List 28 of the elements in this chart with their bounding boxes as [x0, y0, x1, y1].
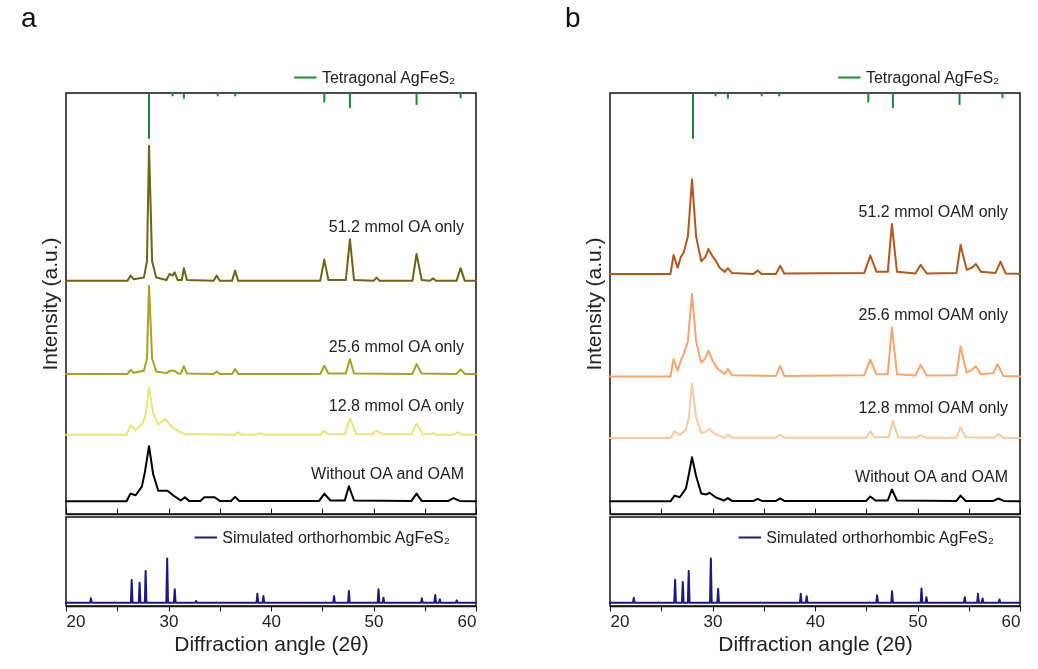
series-label: 51.2 mmol OA only	[328, 218, 464, 236]
x-tick-label: 30	[159, 611, 179, 631]
x-tick-label: 40	[806, 611, 825, 631]
x-tick-label: 60	[457, 611, 477, 631]
legend-label: Simulated orthorhombic AgFeS₂	[222, 528, 450, 546]
x-tick-label: 30	[703, 611, 723, 631]
x-tick-label: 50	[908, 611, 928, 631]
chart-title: a	[21, 2, 37, 33]
x-tick-label: 20	[610, 611, 630, 631]
y-axis-title: Intensity (a.u.)	[581, 237, 605, 371]
x-tick-label: 20	[66, 611, 86, 631]
x-axis-title: Diffraction angle (2θ)	[718, 631, 913, 655]
legend-label: Tetragonal AgFeS₂	[865, 68, 1000, 86]
x-axis-title: Diffraction angle (2θ)	[174, 631, 369, 655]
series-label: 12.8 mmol OAM only	[858, 399, 1008, 417]
series-label: 25.6 mmol OA only	[328, 338, 464, 356]
x-tick-label: 40	[262, 611, 281, 631]
series-label: 12.8 mmol OA only	[328, 397, 464, 415]
text: 25.6 mmol OAM only	[858, 306, 1008, 324]
legend-label: Tetragonal AgFeS₂	[321, 68, 456, 86]
series-label: Without OA and OAM	[311, 465, 464, 483]
x-tick-label: 60	[1001, 611, 1021, 631]
chart-title: b	[565, 2, 581, 33]
x-tick-label: 50	[364, 611, 384, 631]
text: 51.2 mmol OAM only	[858, 203, 1008, 221]
y-axis-title: Intensity (a.u.)	[37, 237, 61, 371]
legend-label: Simulated orthorhombic AgFeS₂	[766, 528, 994, 546]
series-label: Without OA and OAM	[855, 468, 1008, 486]
